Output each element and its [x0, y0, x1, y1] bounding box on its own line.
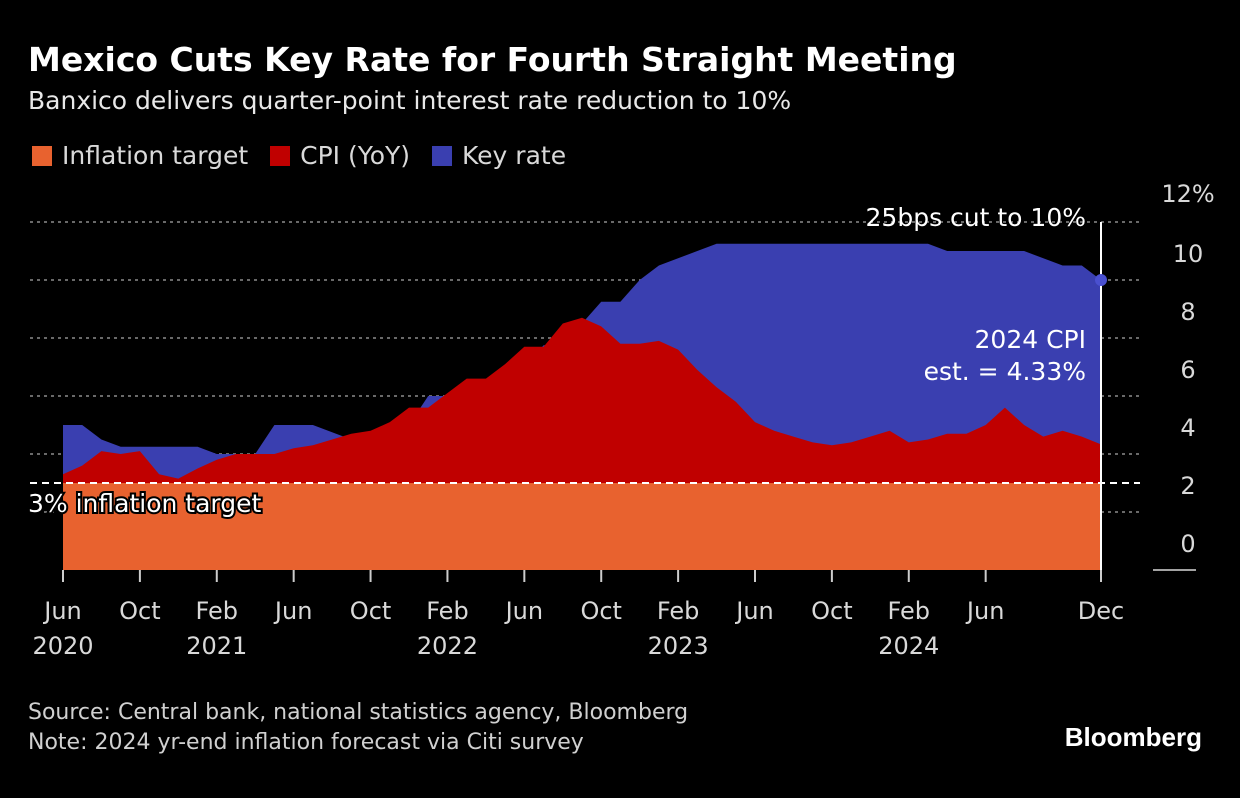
x-tick-label-year: 2022: [417, 632, 478, 660]
x-tick-label-month: Feb: [888, 597, 931, 625]
legend: Inflation target CPI (YoY) Key rate: [32, 141, 588, 170]
annotation-inflation-target: 3% inflation target: [28, 489, 262, 518]
x-tick-label-month: Feb: [657, 597, 700, 625]
legend-swatch-cpi: [270, 145, 291, 166]
legend-label-inflation-target: Inflation target: [62, 141, 249, 170]
chart-title: Mexico Cuts Key Rate for Fourth Straight…: [28, 40, 957, 79]
legend-swatch-inflation-target: [32, 145, 52, 166]
footer: Source: Central bank, national statistic…: [28, 698, 688, 758]
y-tick-label: 0: [1180, 530, 1195, 558]
source-note: Source: Central bank, national statistic…: [28, 700, 689, 725]
axes: 0 2 4 6 8 10 12% Jun 2020 Oct Feb 2021 Jun Oct Feb 2022…: [32, 180, 1214, 660]
x-tick-label-month: Oct: [811, 597, 853, 625]
x-tick-label-month: Oct: [350, 597, 392, 625]
legend-swatch-key-rate: [432, 145, 453, 166]
x-tick-label-month: Oct: [580, 597, 622, 625]
x-tick-label-month: Jun: [734, 597, 774, 625]
x-tick-label-month: Jun: [273, 597, 313, 625]
x-tick-label-year: 2021: [186, 632, 247, 660]
y-tick-label: 10: [1173, 240, 1204, 268]
bloomberg-logo: Bloomberg: [1064, 722, 1202, 752]
y-tick-label: 6: [1180, 356, 1195, 384]
y-tick-label: 2: [1180, 472, 1195, 500]
legend-item-inflation-target: Inflation target: [32, 141, 248, 170]
annotation-cpi-estimate-line2: est. = 4.33%: [924, 357, 1086, 386]
legend-label-key-rate: Key rate: [462, 141, 567, 170]
rate-cut-marker-dot: [1095, 274, 1107, 286]
forecast-note: Note: 2024 yr-end inflation forecast via…: [28, 730, 584, 755]
legend-label-cpi: CPI (YoY): [300, 141, 411, 170]
legend-item-key-rate: Key rate: [432, 141, 566, 170]
y-tick-label: 4: [1180, 414, 1195, 442]
x-tick-label-month: Jun: [965, 597, 1005, 625]
x-tick-label-month: Feb: [196, 597, 239, 625]
x-tick-label-month: Feb: [426, 597, 469, 625]
x-tick-label-month: Jun: [42, 597, 82, 625]
annotation-rate-cut: 25bps cut to 10%: [866, 203, 1086, 232]
legend-item-cpi: CPI (YoY): [270, 141, 410, 170]
x-tick-label-month: Dec: [1078, 597, 1124, 625]
y-tick-label-top: 12%: [1161, 180, 1214, 208]
x-tick-label-year: 2020: [32, 632, 93, 660]
x-tick-label-month: Oct: [119, 597, 161, 625]
annotation-cpi-estimate-line1: 2024 CPI: [975, 325, 1086, 354]
x-tick-label-year: 2024: [878, 632, 939, 660]
x-tick-label-month: Jun: [504, 597, 544, 625]
y-tick-label: 8: [1180, 298, 1195, 326]
x-tick-label-year: 2023: [648, 632, 709, 660]
chart-subtitle: Banxico delivers quarter-point interest …: [28, 86, 792, 115]
inflation-target-area: [63, 483, 1101, 570]
